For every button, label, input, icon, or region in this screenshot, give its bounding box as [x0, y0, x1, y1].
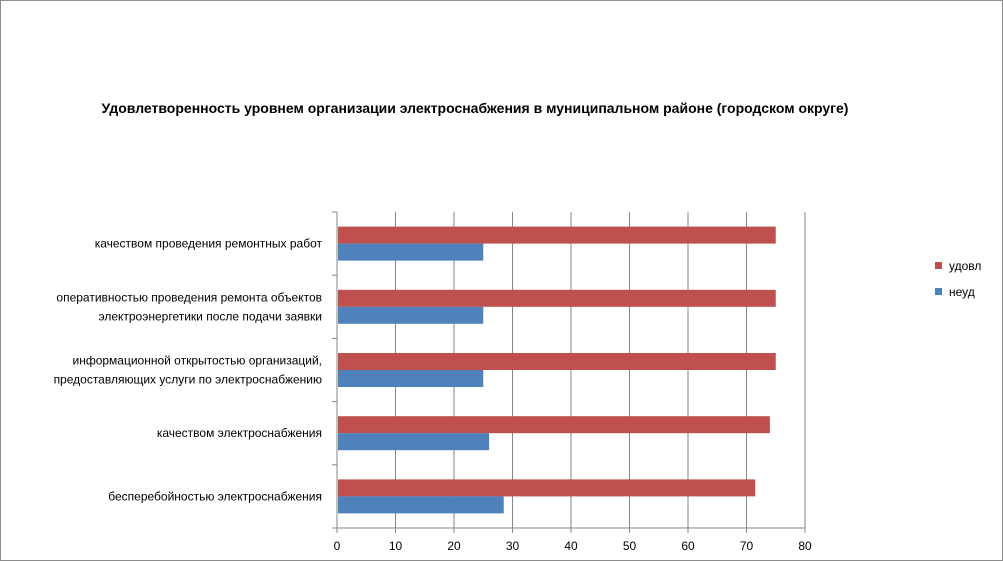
legend-label: неуд [949, 285, 975, 299]
bar-neud [338, 496, 504, 514]
category-label: качеством электроснабжения [157, 426, 322, 440]
category-label: электроэнергетики после подачи заявки [98, 309, 322, 323]
category-label: оперативностью проведения ремонта объект… [56, 290, 322, 304]
legend-swatch [935, 262, 942, 269]
bar-neud [338, 370, 484, 387]
bar-neud [338, 433, 490, 451]
chart-title: Удовлетворенность уровнем организации эл… [102, 100, 849, 116]
x-tick-label: 20 [447, 539, 461, 553]
bar-udovl [338, 226, 776, 244]
bar-neud [338, 306, 484, 324]
legend: удовл неуд [935, 259, 981, 299]
bar-udovl [338, 416, 770, 434]
axes [332, 211, 806, 533]
x-tick-label: 80 [798, 539, 812, 553]
category-label: качеством проведения ремонтных работ [95, 237, 323, 251]
bar-neud [338, 243, 484, 261]
x-tick-label: 10 [389, 539, 403, 553]
x-tick-label: 0 [334, 539, 341, 553]
bar-udovl [338, 353, 776, 370]
x-tick-label: 70 [740, 539, 754, 553]
bars [338, 226, 776, 514]
legend-swatch [935, 288, 942, 295]
x-tick-label: 30 [506, 539, 520, 553]
bar-udovl [338, 289, 776, 307]
legend-label: удовл [949, 259, 981, 273]
bar-udovl [338, 479, 756, 497]
category-label: бесперебойностью электроснабжения [108, 489, 322, 503]
x-tick-label: 60 [681, 539, 695, 553]
category-labels: качеством проведения ремонтных работ опер… [54, 237, 323, 504]
category-label: предоставляющих услуги по электроснабжен… [54, 373, 322, 387]
category-label: информационной открытостью организаций, [72, 354, 322, 368]
x-tick-labels: 0 10 20 30 40 50 60 70 80 [334, 539, 812, 553]
x-tick-label: 40 [564, 539, 578, 553]
x-tick-label: 50 [623, 539, 637, 553]
